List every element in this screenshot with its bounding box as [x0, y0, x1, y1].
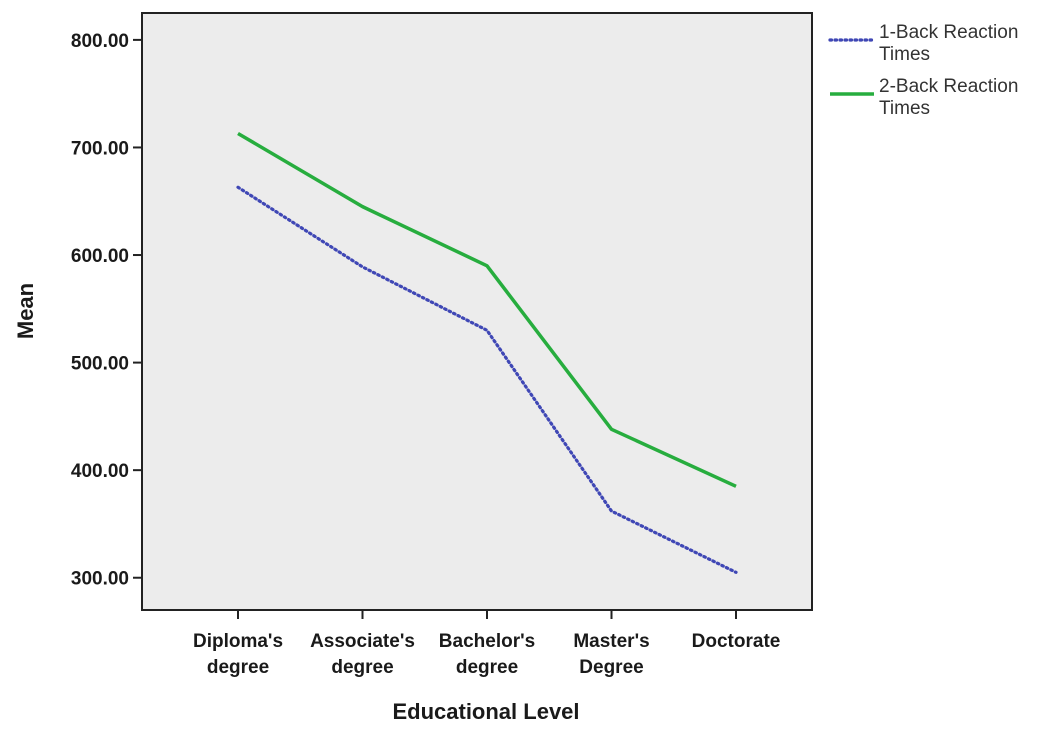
y-axis: 300.00 400.00 500.00 600.00 700.00 800.00 [71, 31, 142, 590]
x-tick-label: degree [456, 657, 518, 678]
y-tick-label: 600.00 [71, 246, 129, 267]
x-tick-label: Associate's [310, 631, 415, 652]
x-tick-label: Diploma's [193, 631, 283, 652]
x-tick-label: degree [207, 657, 269, 678]
plot-area [142, 13, 812, 610]
y-axis-title: Mean [13, 283, 38, 339]
y-tick-label: 800.00 [71, 31, 129, 52]
y-tick-label: 700.00 [71, 138, 129, 159]
x-axis: Diploma's degree Associate's degree Bachelor… [193, 610, 780, 678]
x-tick-label: degree [331, 657, 393, 678]
x-tick-label: Doctorate [692, 631, 781, 652]
legend-label: Times [879, 44, 930, 65]
legend-label: 1-Back Reaction [879, 22, 1018, 43]
y-tick-label: 500.00 [71, 354, 129, 375]
y-tick-label: 300.00 [71, 569, 129, 590]
x-tick-label: Master's [573, 631, 649, 652]
legend-label: 2-Back Reaction [879, 76, 1018, 97]
legend-label: Times [879, 98, 930, 119]
x-tick-label: Degree [579, 657, 643, 678]
x-axis-title: Educational Level [392, 699, 579, 724]
x-tick-label: Bachelor's [439, 631, 535, 652]
y-tick-label: 400.00 [71, 461, 129, 482]
